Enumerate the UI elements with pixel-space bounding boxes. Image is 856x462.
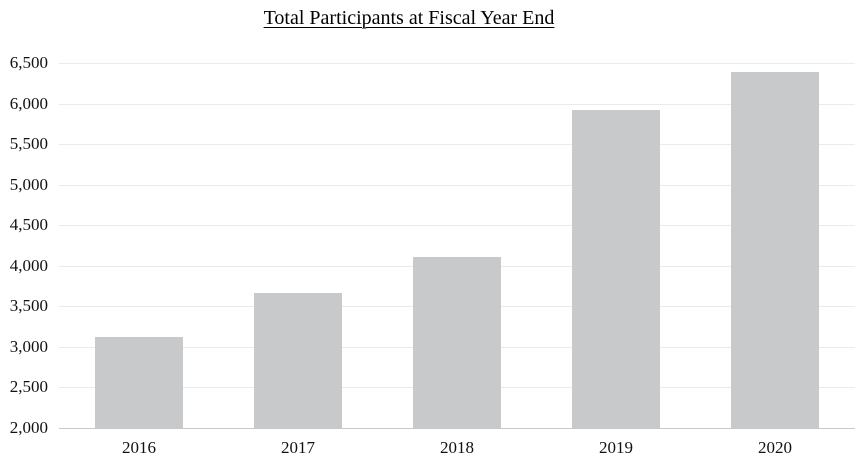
y-tick-label: 6,500 <box>9 53 48 72</box>
y-tick-label: 5,000 <box>9 175 48 194</box>
bar-2017 <box>254 293 342 428</box>
y-tick-label: 5,500 <box>9 134 48 153</box>
x-axis-line <box>59 428 855 429</box>
y-tick-label: 2,500 <box>9 377 48 396</box>
x-tick-label: 2018 <box>440 438 474 457</box>
y-tick-label: 3,500 <box>9 296 48 315</box>
y-tick-label: 4,500 <box>9 215 48 234</box>
y-tick-label: 2,000 <box>9 418 48 437</box>
gridline <box>59 185 855 186</box>
y-tick-label: 6,000 <box>9 94 48 113</box>
bar-2019 <box>572 110 660 428</box>
bar-2016 <box>95 337 183 428</box>
x-tick-label: 2019 <box>599 438 633 457</box>
y-tick-label: 3,000 <box>9 337 48 356</box>
gridline <box>59 225 855 226</box>
x-tick-label: 2020 <box>758 438 792 457</box>
x-tick-label: 2017 <box>281 438 315 457</box>
bar-2020 <box>731 72 819 428</box>
chart-title: Total Participants at Fiscal Year End <box>263 7 555 29</box>
gridline <box>59 104 855 105</box>
gridline <box>59 144 855 145</box>
gridline <box>59 63 855 64</box>
x-tick-label: 2016 <box>122 438 156 457</box>
y-tick-label: 4,000 <box>9 256 48 275</box>
bar-2018 <box>413 257 501 428</box>
